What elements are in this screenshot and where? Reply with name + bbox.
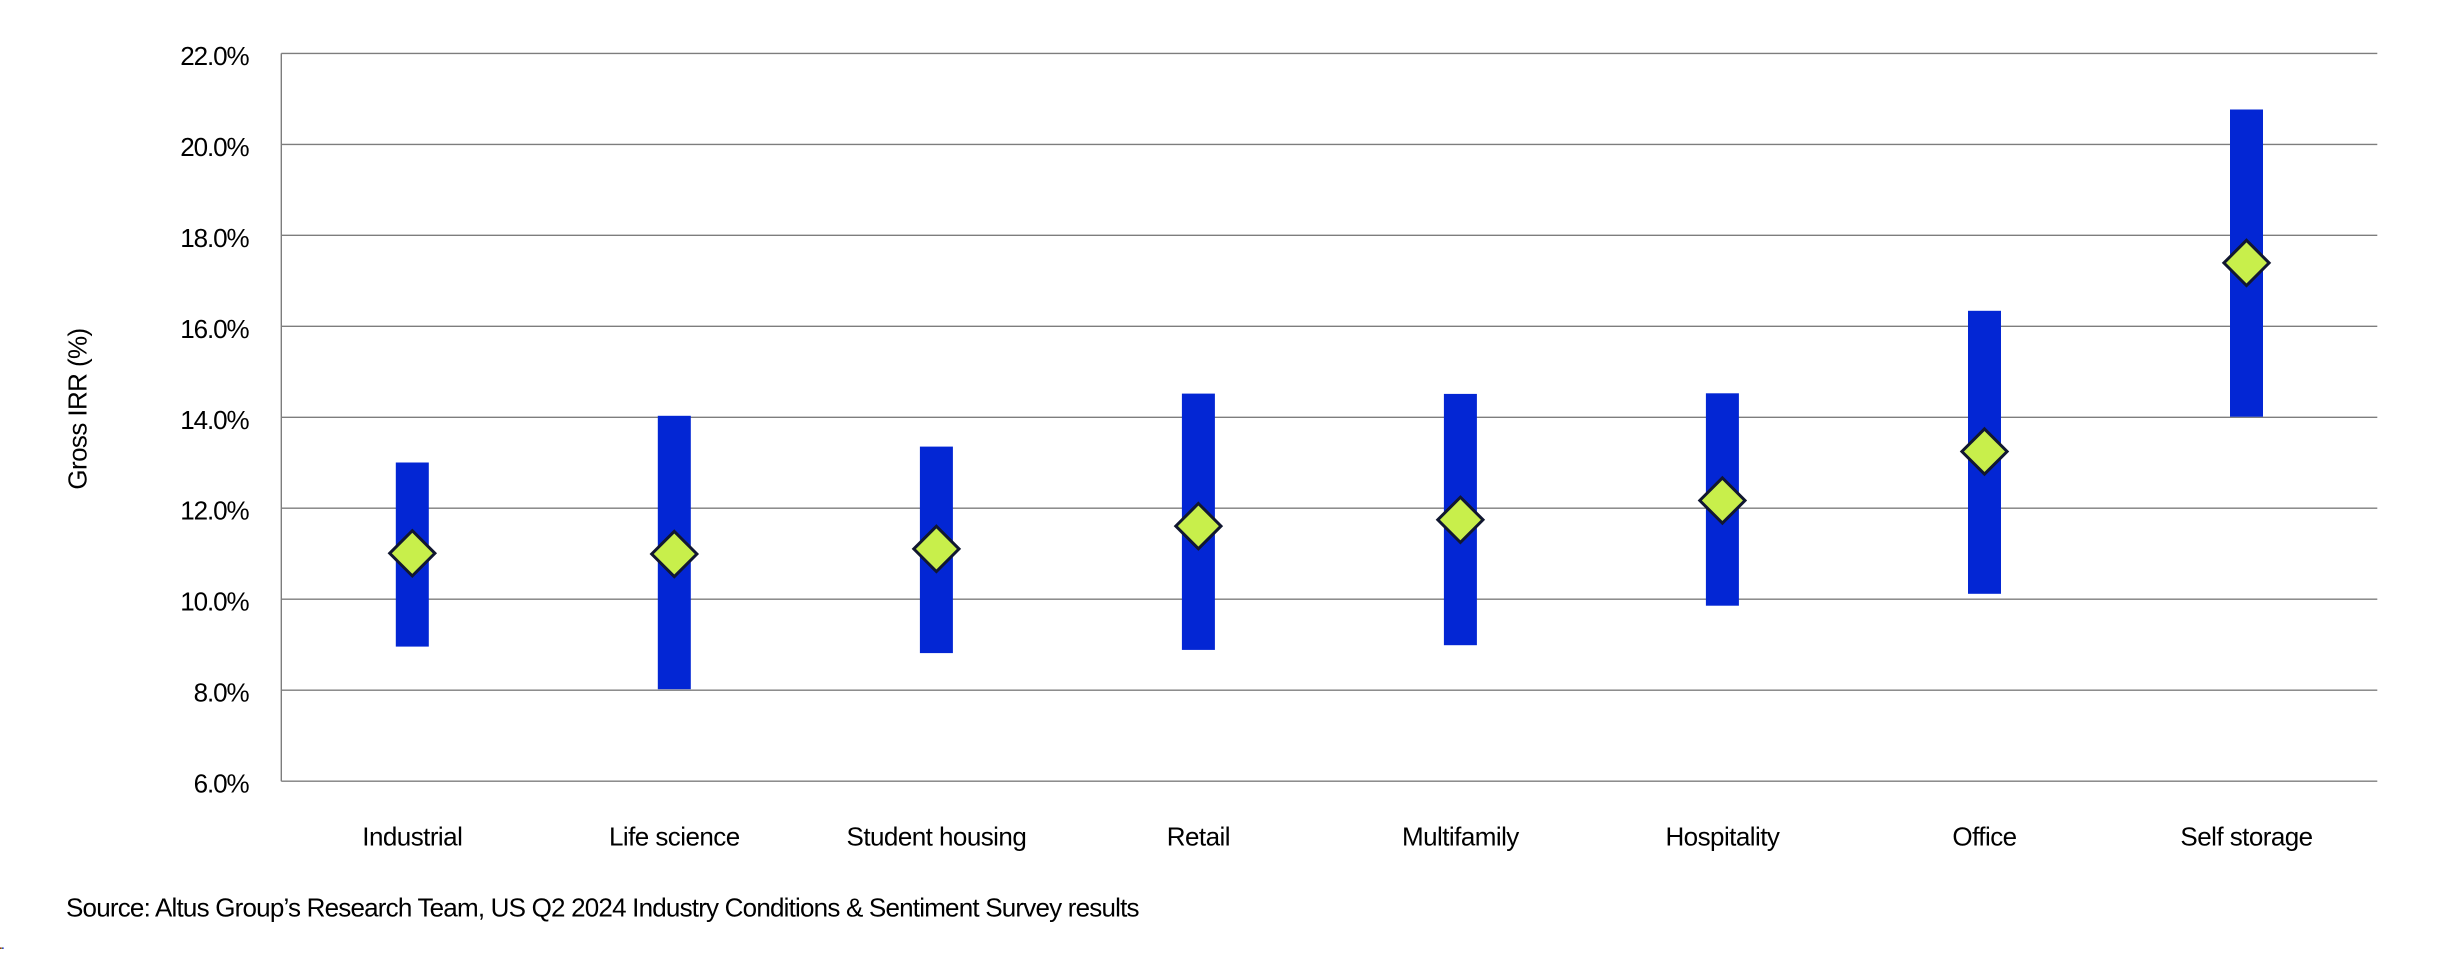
svg-text:22.0%: 22.0% bbox=[180, 41, 249, 71]
svg-text:6.0%: 6.0% bbox=[194, 769, 250, 799]
svg-text:12.0%: 12.0% bbox=[180, 496, 249, 526]
svg-text:Gross IRR (%): Gross IRR (%) bbox=[63, 328, 93, 489]
svg-text:Student housing: Student housing bbox=[847, 822, 1027, 852]
svg-text:Multifamily: Multifamily bbox=[1402, 822, 1519, 852]
svg-text:Retail: Retail bbox=[1167, 822, 1230, 852]
svg-text:Industrial: Industrial bbox=[362, 822, 462, 852]
svg-text:18.0%: 18.0% bbox=[180, 223, 249, 253]
svg-text:10.0%: 10.0% bbox=[180, 587, 249, 617]
svg-text:Life science: Life science bbox=[609, 822, 740, 852]
svg-text:Office: Office bbox=[1952, 822, 2016, 852]
svg-text:20.0%: 20.0% bbox=[180, 132, 249, 162]
svg-text:16.0%: 16.0% bbox=[180, 314, 249, 344]
svg-text:Self storage: Self storage bbox=[2180, 822, 2312, 852]
svg-text:Source: Altus Group’s Research: Source: Altus Group’s Research Team, US … bbox=[66, 893, 1140, 923]
svg-text:14.0%: 14.0% bbox=[180, 405, 249, 435]
svg-text:Hospitality: Hospitality bbox=[1665, 822, 1779, 852]
svg-text:8.0%: 8.0% bbox=[194, 678, 250, 708]
